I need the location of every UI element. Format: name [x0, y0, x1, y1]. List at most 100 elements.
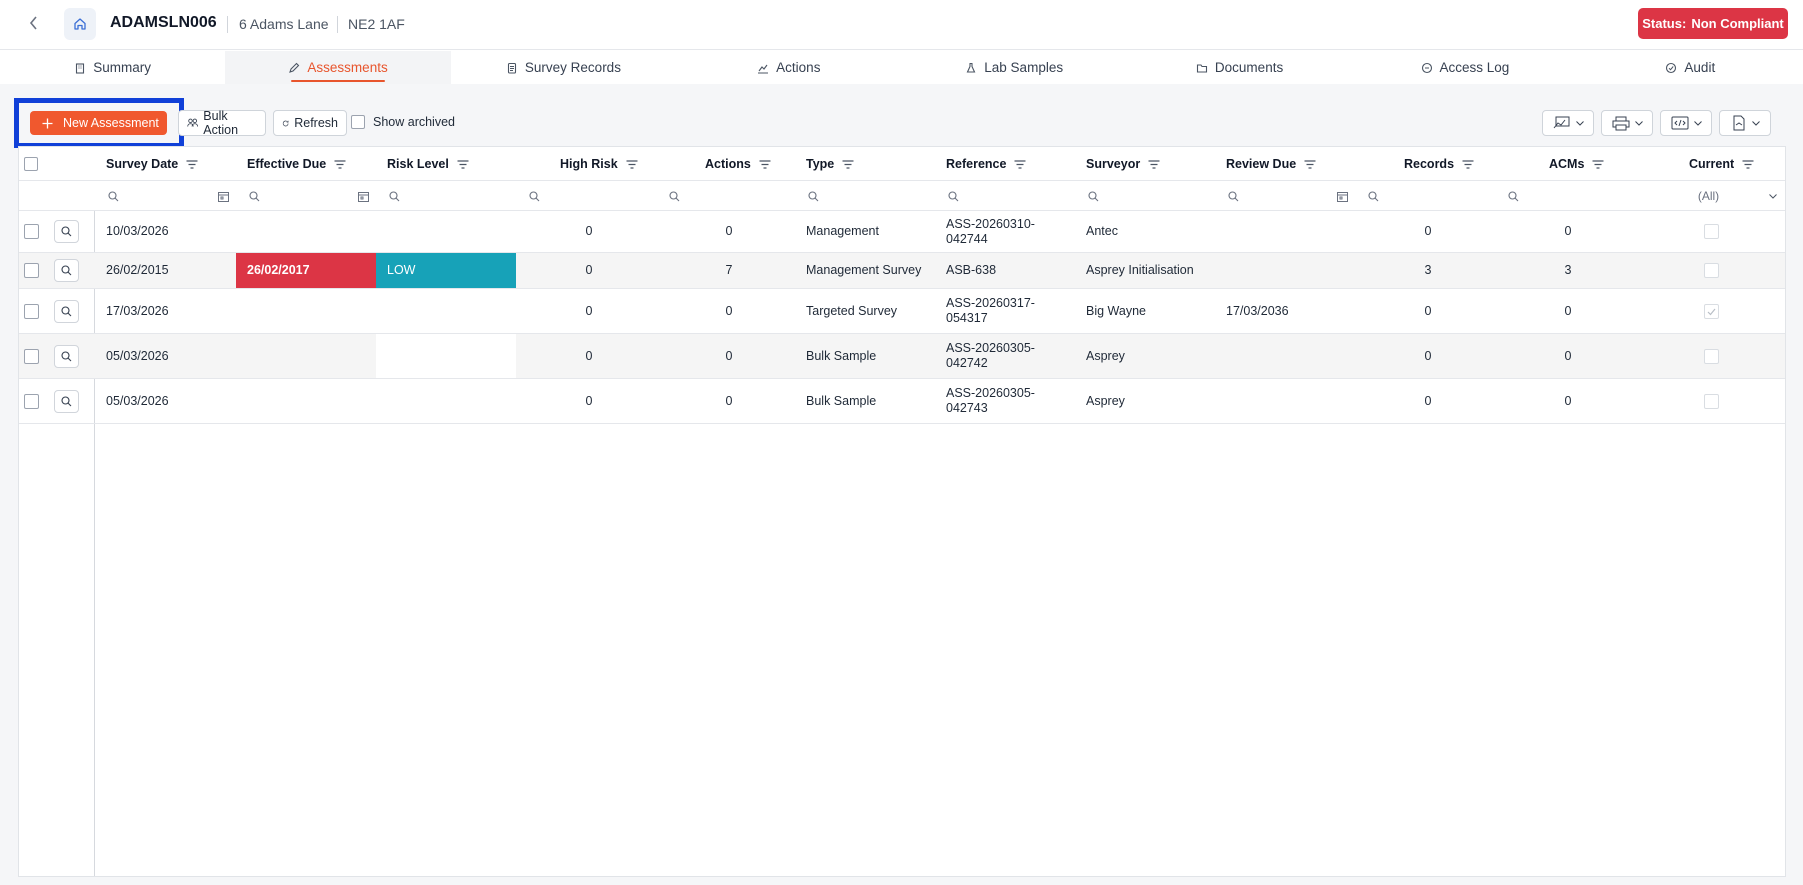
filter-icon[interactable]	[1462, 159, 1474, 169]
tab-actions[interactable]: Actions	[676, 51, 901, 84]
cell-high-risk: 0	[585, 393, 593, 408]
table-row[interactable]: 05/03/2026 0 0 Bulk Sample ASS-20260305-…	[19, 334, 1785, 379]
row-checkbox[interactable]	[24, 304, 39, 319]
bulk-action-button[interactable]: Bulk Action	[178, 109, 266, 137]
home-button[interactable]	[64, 8, 96, 40]
filter-icon[interactable]	[334, 159, 346, 169]
filter-icon[interactable]	[626, 159, 638, 169]
check-icon	[1707, 308, 1716, 315]
search-icon	[61, 396, 72, 407]
filter-records[interactable]	[1368, 181, 1379, 211]
row-checkbox[interactable]	[24, 394, 39, 409]
table-row[interactable]: 17/03/2026 0 0 Targeted Survey ASS-20260…	[19, 289, 1785, 334]
search-icon	[1088, 190, 1099, 201]
row-checkbox[interactable]	[24, 263, 39, 278]
filter-icon[interactable]	[759, 159, 771, 169]
filter-risk-level[interactable]	[389, 181, 400, 211]
select-column-divider	[94, 147, 95, 876]
filter-icon[interactable]	[842, 159, 854, 169]
col-header-acms[interactable]: ACMs	[1549, 147, 1604, 181]
col-header-surveyor[interactable]: Surveyor	[1086, 147, 1160, 181]
col-header-actions[interactable]: Actions	[705, 147, 771, 181]
row-checkbox[interactable]	[24, 224, 39, 239]
filter-current-select[interactable]: (All)	[1648, 181, 1785, 211]
search-icon	[1368, 190, 1379, 201]
tab-access-log[interactable]: Access Log	[1352, 51, 1577, 84]
col-header-current[interactable]: Current	[1689, 147, 1754, 181]
filter-icon[interactable]	[1148, 159, 1160, 169]
col-header-records[interactable]: Records	[1404, 147, 1474, 181]
row-checkbox[interactable]	[24, 349, 39, 364]
search-icon	[1228, 190, 1239, 201]
show-archived-label: Show archived	[373, 115, 455, 129]
table-row[interactable]: 05/03/2026 0 0 Bulk Sample ASS-20260305-…	[19, 379, 1785, 424]
col-header-type[interactable]: Type	[806, 147, 854, 181]
calendar-review-due[interactable]	[1337, 181, 1348, 211]
cell-survey-date: 26/02/2015	[106, 263, 169, 277]
col-header-reference[interactable]: Reference	[946, 147, 1026, 181]
log-icon	[1421, 62, 1432, 73]
filter-reference[interactable]	[948, 181, 959, 211]
row-view-button[interactable]	[54, 220, 79, 243]
filter-survey-date[interactable]	[108, 181, 119, 211]
cell-type: Management Survey	[806, 263, 922, 277]
col-label: Reference	[946, 157, 1007, 171]
col-header-risk-level[interactable]: Risk Level	[387, 147, 469, 181]
calendar-effective-due[interactable]	[358, 181, 369, 211]
filter-icon[interactable]	[186, 159, 198, 169]
file-export-button[interactable]	[1719, 110, 1771, 136]
cell-survey-date: 05/03/2026	[106, 393, 169, 408]
filter-high-risk[interactable]	[529, 181, 540, 211]
building-icon	[76, 62, 85, 74]
search-icon	[61, 351, 72, 362]
refresh-button[interactable]: Refresh	[273, 110, 347, 136]
row-view-button[interactable]	[54, 300, 79, 323]
search-icon	[948, 190, 959, 201]
col-header-effective-due[interactable]: Effective Due	[247, 147, 346, 181]
bulk-action-label: Bulk Action	[203, 109, 239, 137]
tab-summary[interactable]: Summary	[0, 51, 225, 84]
filter-icon[interactable]	[1592, 159, 1604, 169]
row-view-button[interactable]	[54, 345, 79, 368]
calendar-icon	[1337, 191, 1348, 202]
filter-surveyor[interactable]	[1088, 181, 1099, 211]
filter-actions[interactable]	[669, 181, 680, 211]
col-header-survey-date[interactable]: Survey Date	[106, 147, 198, 181]
cell-reference: ASS-20260317- 054317	[946, 289, 1086, 333]
filter-review-due[interactable]	[1228, 181, 1239, 211]
filter-acms[interactable]	[1508, 181, 1519, 211]
table-row[interactable]: 26/02/2015 26/02/2017 LOW 0 7 Management…	[19, 253, 1785, 289]
cell-survey-date: 17/03/2026	[106, 303, 169, 318]
col-header-high-risk[interactable]: High Risk	[560, 147, 638, 181]
filter-effective-due[interactable]	[249, 181, 260, 211]
row-view-button[interactable]	[54, 390, 79, 413]
chart-export-button[interactable]	[1542, 110, 1594, 136]
print-button[interactable]	[1601, 110, 1653, 136]
row-view-button[interactable]	[54, 259, 79, 282]
col-header-review-due[interactable]: Review Due	[1226, 147, 1316, 181]
show-archived-checkbox[interactable]	[351, 115, 365, 129]
filter-icon[interactable]	[1304, 159, 1316, 169]
tab-audit[interactable]: Audit	[1578, 51, 1803, 84]
tab-label: Survey Records	[524, 60, 621, 75]
table-row[interactable]: 10/03/2026 0 0 Management ASS-20260310- …	[19, 211, 1785, 253]
tab-documents[interactable]: Documents	[1127, 51, 1352, 84]
select-all-checkbox[interactable]	[24, 157, 38, 171]
back-button[interactable]	[22, 11, 46, 35]
cell-reference: ASS-20260305- 042742	[946, 334, 1086, 378]
code-export-button[interactable]	[1660, 110, 1712, 136]
current-checkbox	[1704, 349, 1719, 364]
filter-icon[interactable]	[457, 159, 469, 169]
filter-icon[interactable]	[1742, 159, 1754, 169]
filter-type[interactable]	[808, 181, 819, 211]
filter-icon[interactable]	[1014, 159, 1026, 169]
reference-line-2: 042744	[946, 231, 988, 246]
tab-lab-samples[interactable]: Lab Samples	[902, 51, 1127, 84]
tab-survey-records[interactable]: Survey Records	[451, 51, 676, 84]
show-archived-toggle[interactable]: Show archived	[351, 115, 455, 129]
plus-icon	[42, 118, 53, 128]
calendar-survey-date[interactable]	[218, 181, 229, 211]
tab-assessments[interactable]: Assessments	[225, 51, 451, 84]
status-value: Non Compliant	[1691, 16, 1784, 31]
new-assessment-button[interactable]: New Assessment	[30, 111, 167, 135]
